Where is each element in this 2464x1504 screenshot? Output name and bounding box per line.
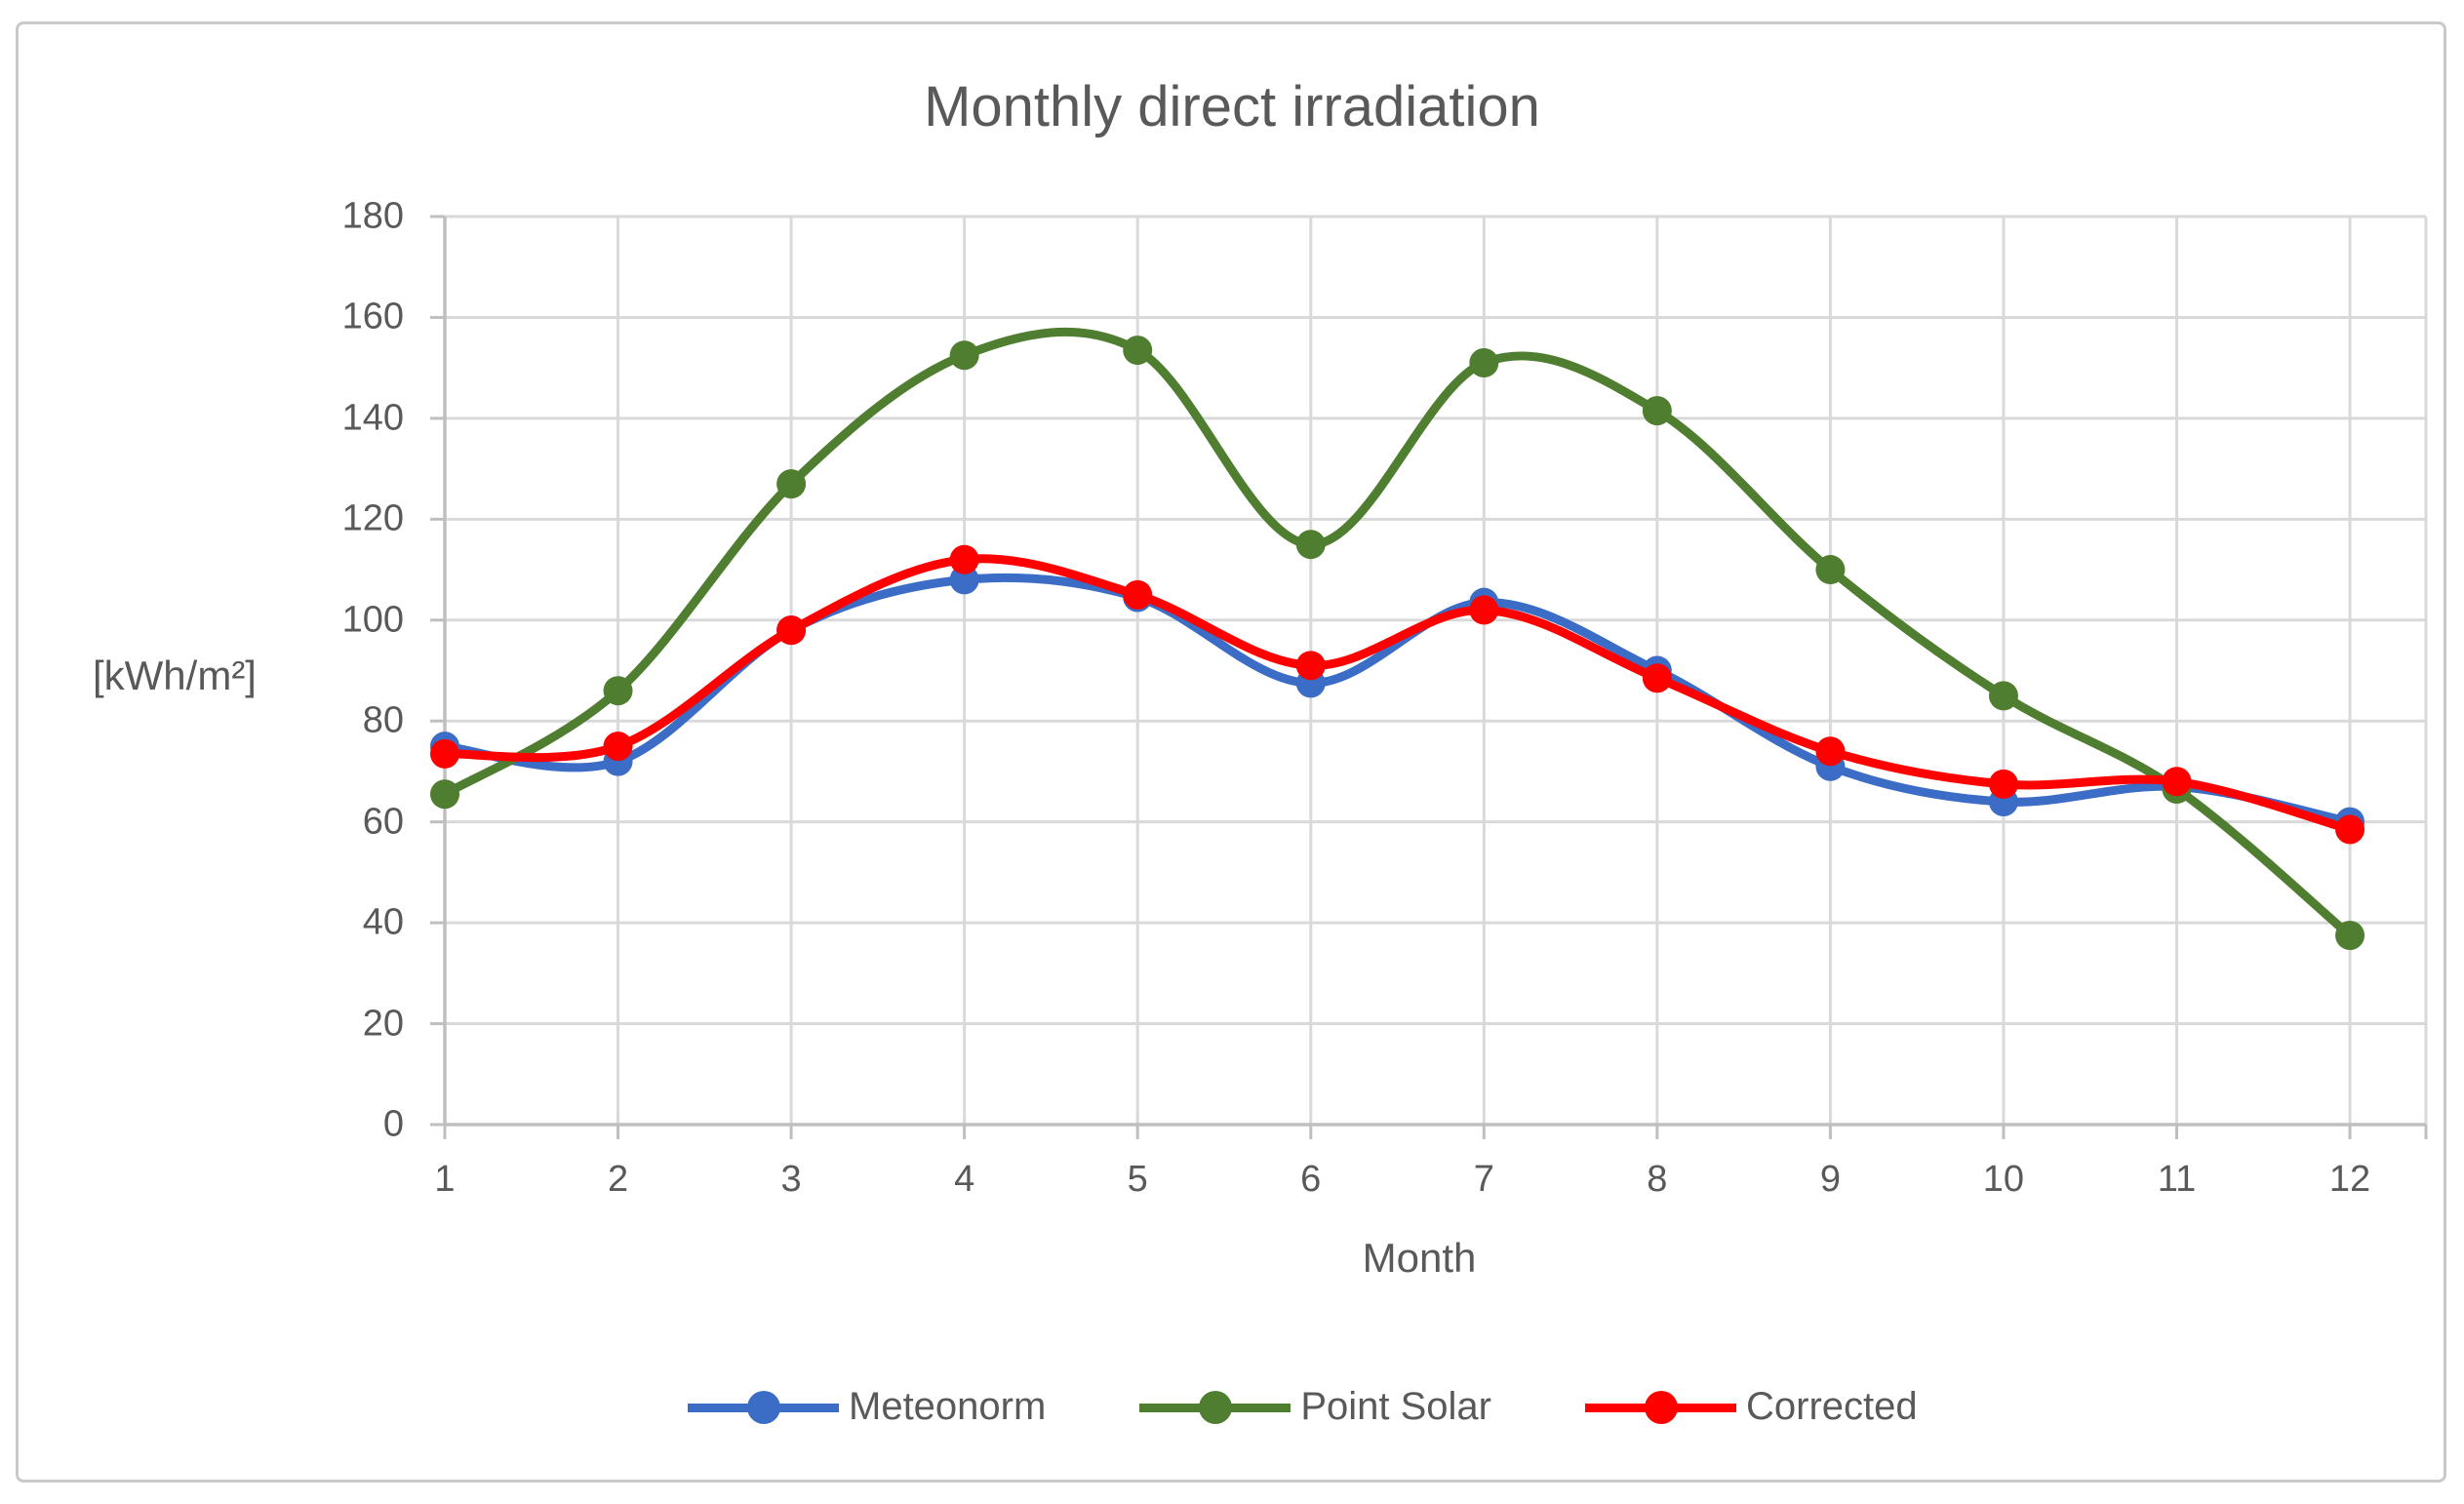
x-tick-label: 7 [1473, 1159, 1494, 1200]
y-tick-label: 160 [341, 296, 404, 337]
data-point-marker [1642, 396, 1672, 426]
x-tick-label: 12 [2328, 1159, 2371, 1200]
data-point-marker [603, 732, 633, 762]
data-point-marker [1123, 579, 1153, 610]
series-corrected [430, 544, 2365, 845]
y-tick-label: 0 [382, 1103, 404, 1145]
data-point-marker [949, 340, 979, 371]
y-tick-label: 60 [362, 801, 404, 843]
data-point-marker [430, 779, 459, 810]
data-point-marker [1642, 663, 1672, 693]
x-tick-label: 6 [1300, 1159, 1322, 1200]
data-point-marker [603, 676, 633, 706]
legend-marker-icon [1584, 1390, 1736, 1424]
data-point-marker [1295, 530, 1326, 560]
data-point-marker [776, 469, 807, 499]
x-tick-label: 9 [1819, 1159, 1841, 1200]
data-point-marker [1815, 555, 1846, 585]
series-line [440, 327, 2355, 940]
series-meteonorm [430, 565, 2365, 837]
chart-legend: Meteonorm Point Solar Corrected [688, 1385, 1918, 1429]
y-tick-label: 180 [341, 195, 404, 237]
y-tick-label: 120 [341, 497, 404, 539]
data-point-marker [1988, 681, 2018, 711]
series-line [440, 554, 2355, 834]
x-tick-label: 5 [1127, 1159, 1148, 1200]
data-point-marker [2335, 814, 2365, 845]
data-point-marker [949, 565, 979, 595]
x-tick-label: 11 [2157, 1159, 2197, 1200]
y-tick-label: 100 [341, 599, 404, 641]
legend-marker-icon [1139, 1390, 1292, 1424]
x-axis-title: Month [1362, 1235, 1477, 1281]
data-point-marker [1988, 769, 2018, 799]
x-tick-label: 2 [607, 1159, 629, 1200]
data-point-marker [2335, 921, 2365, 951]
y-tick-label: 40 [362, 901, 404, 943]
data-point-marker [1469, 595, 1499, 625]
legend-label: Meteonorm [849, 1385, 1047, 1428]
legend-item-point-solar: Point Solar [1139, 1385, 1491, 1429]
legend-marker-icon [688, 1390, 839, 1424]
data-point-marker [776, 615, 807, 646]
x-tick-label: 8 [1647, 1159, 1668, 1200]
legend-item-meteonorm: Meteonorm [688, 1385, 1046, 1429]
y-tick-label: 140 [341, 397, 404, 439]
x-tick-label: 3 [780, 1159, 802, 1200]
x-tick-label: 1 [434, 1159, 456, 1200]
chart-title: Monthly direct irradiation [924, 75, 1540, 139]
legend-item-corrected: Corrected [1584, 1385, 1918, 1429]
data-point-marker [430, 738, 459, 769]
legend-label: Corrected [1745, 1385, 1918, 1428]
x-tick-label: 4 [954, 1159, 975, 1200]
x-tick-label: 10 [1982, 1159, 2025, 1200]
data-point-marker [1295, 651, 1326, 681]
y-tick-label: 80 [362, 699, 404, 741]
y-tick-label: 20 [362, 1003, 404, 1045]
data-point-marker [1469, 347, 1499, 377]
axes [430, 215, 2428, 1139]
data-point-marker [1123, 336, 1153, 366]
data-point-marker [1815, 736, 1846, 767]
data-point-marker [949, 544, 979, 574]
data-point-marker [2162, 767, 2192, 797]
y-axis-title: [kWh/m²] [93, 653, 257, 698]
legend-label: Point Solar [1300, 1385, 1491, 1428]
